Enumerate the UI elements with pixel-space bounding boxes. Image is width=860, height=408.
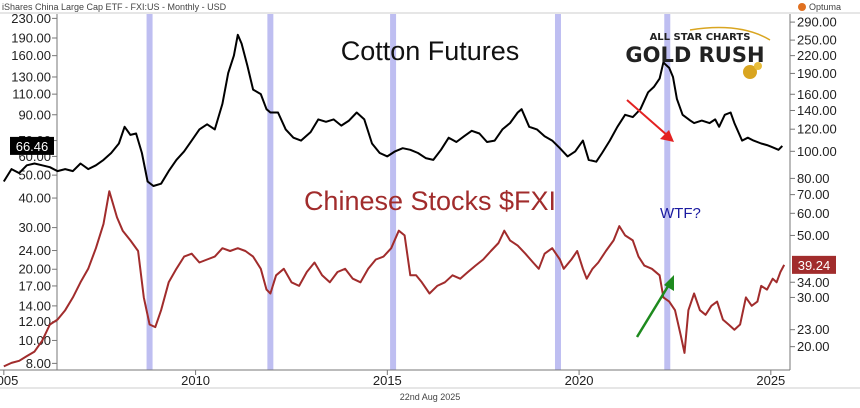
highlight-band-1: [267, 14, 274, 370]
left-tick-label-14: 130.00: [11, 69, 51, 84]
chart-subtitle: Chinese Stocks $FXI: [304, 186, 556, 216]
left-tick-label-3: 14.00: [18, 298, 51, 313]
highlight-band-0: [146, 14, 153, 370]
highlight-bands: [146, 14, 671, 370]
x-tick-label-4: 2025: [756, 373, 785, 388]
instrument-title: iShares China Large Cap ETF - FXI:US - M…: [2, 2, 227, 12]
cotton-last-value-label: 66.46: [16, 139, 49, 154]
left-tick-label-4: 17.00: [18, 278, 51, 293]
highlight-band-3: [554, 14, 561, 370]
cotton-last-value-badge: [10, 136, 54, 155]
right-tick-label-4: 50.00: [797, 228, 830, 243]
right-tick-label-10: 140.00: [797, 103, 837, 118]
wtf-annotation: WTF?: [660, 205, 701, 222]
series-line-cotton: [2, 33, 784, 187]
right-tick-label-8: 100.00: [797, 144, 837, 159]
footer-date: 22nd Aug 2025: [400, 392, 461, 402]
left-tick-label-6: 24.00: [18, 243, 51, 258]
logo-line2: GOLD RUSH: [625, 43, 764, 67]
right-tick-label-15: 290.00: [797, 15, 837, 30]
right-tick-label-0: 20.00: [797, 339, 830, 354]
fxi-last-value-badge: [792, 255, 836, 274]
logo-line1: ALL STAR CHARTS: [650, 32, 751, 43]
left-tick-label-8: 40.00: [18, 191, 51, 206]
left-tick-label-15: 160.00: [11, 48, 51, 63]
left-tick-label-5: 20.00: [18, 262, 51, 277]
right-tick-label-7: 80.00: [797, 171, 830, 186]
optuma-logo-icon: [798, 3, 806, 11]
optuma-brand: Optuma: [798, 2, 841, 12]
series-line-fxi: [3, 190, 786, 368]
left-tick-label-2: 12.00: [18, 314, 51, 329]
optuma-brand-label: Optuma: [809, 2, 841, 12]
gold-nugget-icon: [743, 65, 757, 79]
chart-title: Cotton Futures: [341, 36, 520, 66]
right-tick-label-14: 250.00: [797, 33, 837, 48]
fxi-last-value-label: 39.24: [798, 258, 831, 273]
right-tick-label-13: 220.00: [797, 48, 837, 63]
left-tick-label-9: 50.00: [18, 168, 51, 183]
left-tick-label-16: 190.00: [11, 30, 51, 45]
right-tick-label-9: 120.00: [797, 122, 837, 137]
right-tick-label-3: 34.00: [797, 275, 830, 290]
gold-rush-logo: ALL STAR CHARTS GOLD RUSH: [625, 26, 771, 79]
x-axis: 2005 2010 2015 2020 2025: [0, 370, 785, 388]
left-tick-label-17: 230.00: [11, 11, 51, 26]
right-tick-label-5: 60.00: [797, 206, 830, 221]
right-tick-label-6: 70.00: [797, 187, 830, 202]
highlight-band-2: [390, 14, 397, 370]
up-arrow: [635, 275, 674, 338]
x-tick-label-1: 2010: [181, 373, 210, 388]
down-arrow: [626, 99, 674, 142]
right-tick-label-1: 23.00: [797, 322, 830, 337]
left-tick-label-12: 90.00: [18, 107, 51, 122]
right-tick-label-12: 190.00: [797, 66, 837, 81]
right-tick-label-2: 30.00: [797, 290, 830, 305]
right-tick-label-11: 160.00: [797, 87, 837, 102]
highlight-band-4: [664, 14, 671, 370]
left-tick-label-0: 8.00: [26, 356, 51, 371]
x-tick-label-0: 2005: [0, 373, 18, 388]
left-tick-label-1: 10.00: [18, 333, 51, 348]
left-tick-label-13: 110.00: [12, 87, 51, 102]
x-tick-label-3: 2020: [565, 373, 594, 388]
x-tick-label-2: 2015: [373, 373, 402, 388]
series-layer: 66.46 39.24: [2, 33, 836, 368]
left-tick-label-7: 30.00: [18, 220, 51, 235]
